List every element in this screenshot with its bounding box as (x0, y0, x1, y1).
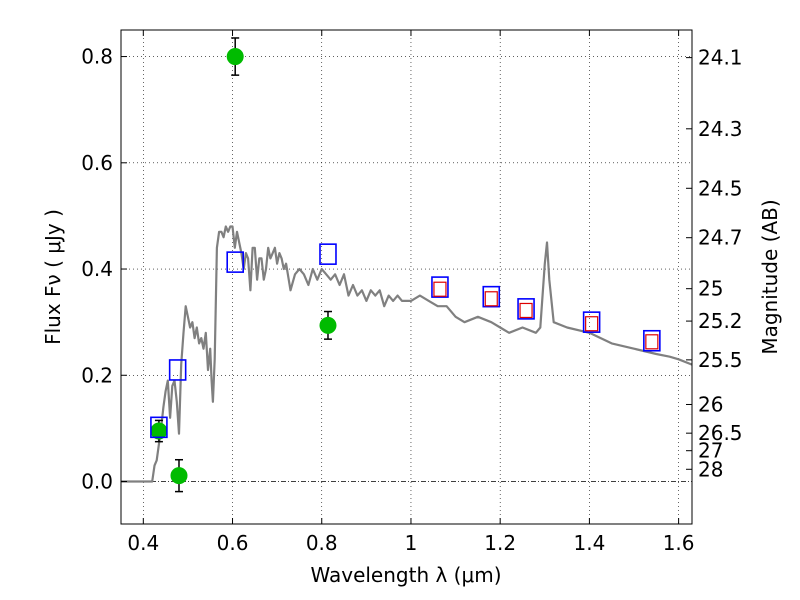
y2-tick-label: 25.2 (698, 309, 743, 333)
y2-axis-label: Magnitude (AB) (758, 199, 782, 354)
observed-flux-point (319, 316, 337, 334)
model-flux-square-red (645, 334, 659, 350)
tick-layer: 0.4 0.6 0.8 1 1.2 1.4 1.6 0.0 0.2 0.4 0.6 0.8 24.1 24… (81, 30, 743, 555)
x-tick-label: 1.2 (484, 531, 516, 555)
model-flux-square-blue (319, 243, 337, 265)
model-flux-square-red (519, 302, 533, 319)
model-flux-square-blue (582, 311, 601, 333)
y2-tick-label: 26 (698, 392, 723, 416)
y2-tick-label: 25.5 (698, 348, 743, 372)
y2-tick-label: 24.7 (698, 226, 743, 250)
model-flux-square-blue (226, 251, 244, 273)
x-tick-label: 1 (405, 531, 418, 555)
observed-flux-point (226, 48, 244, 66)
y2-tick-label: 27 (698, 439, 723, 463)
x-tick-label: 1.6 (663, 531, 695, 555)
model-flux-square-red (585, 316, 599, 332)
model-flux-square-blue (517, 298, 535, 320)
model-flux-square-blue (168, 359, 187, 381)
model-flux-square-blue (482, 285, 501, 308)
x-tick-label: 0.8 (306, 531, 338, 555)
model-flux-square-blue (431, 276, 449, 298)
y-tick-label: 0.0 (81, 470, 113, 494)
model-flux-square-blue (150, 416, 168, 439)
sed-layer (121, 225, 693, 483)
y2-tick-label: 28 (698, 457, 723, 481)
y-tick-label: 0.2 (81, 363, 113, 387)
y2-tick-label: 25 (698, 277, 723, 301)
y-tick-label: 0.6 (81, 151, 113, 175)
y2-tick-label: 24.1 (698, 46, 743, 70)
y-axis-label: Flux Fν ( μJy ) (41, 209, 65, 345)
y-tick-label: 0.8 (81, 45, 113, 69)
x-tick-label: 0.4 (127, 531, 159, 555)
model-flux-square-blue (643, 329, 661, 352)
plot-frame (120, 29, 693, 525)
marker-layer (150, 37, 661, 493)
y-tick-label: 0.4 (81, 257, 113, 281)
observed-flux-point (170, 467, 188, 485)
model-flux-square-red (433, 281, 447, 297)
model-flux-square-red (484, 291, 498, 307)
x-axis-label: Wavelength λ (μm) (310, 563, 501, 587)
x-tick-label: 1.4 (573, 531, 605, 555)
sed-model-line (121, 225, 693, 483)
y2-tick-label: 24.5 (698, 176, 743, 200)
y2-tick-label: 24.3 (698, 117, 743, 141)
y2-tick-label: 26.5 (698, 421, 743, 445)
x-tick-label: 0.6 (217, 531, 249, 555)
